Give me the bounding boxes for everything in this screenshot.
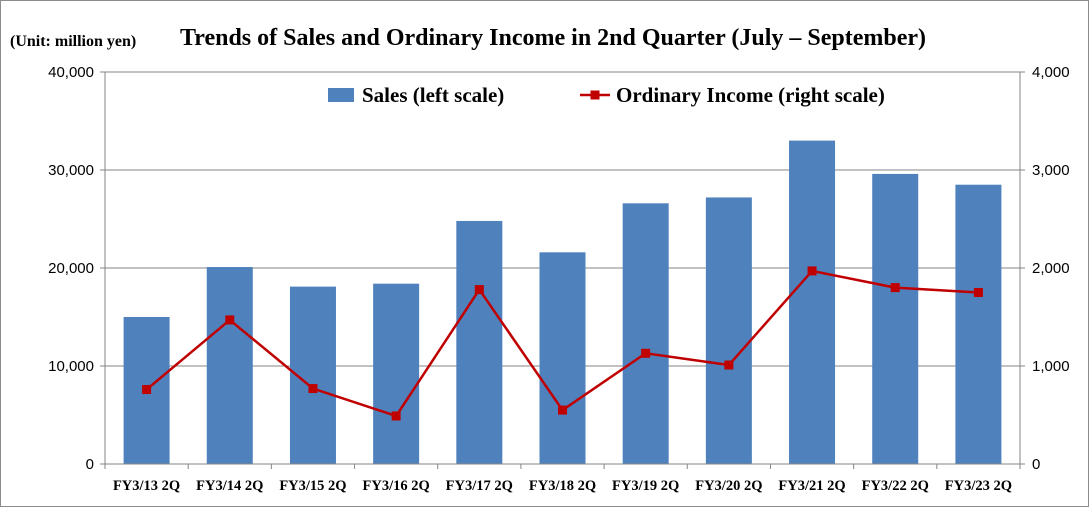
right-tick-label: 2,000 <box>1032 260 1070 277</box>
x-tick-label: FY3/20 2Q <box>695 478 762 494</box>
sales-bar <box>705 197 752 464</box>
sales-bar <box>955 184 1002 464</box>
x-tick-label: FY3/14 2Q <box>196 478 263 494</box>
income-point <box>391 411 401 421</box>
legend-sales-swatch <box>328 88 354 102</box>
left-tick-label: 0 <box>86 456 94 473</box>
x-axis-ticks: FY3/13 2Q FY3/14 2Q FY3/15 2Q FY3/16 2Q FY3/… <box>113 478 1012 494</box>
income-point <box>641 348 651 358</box>
left-tick-label: 30,000 <box>48 162 94 179</box>
sales-bar <box>373 283 420 464</box>
income-point <box>973 288 983 297</box>
x-tick-label: FY3/16 2Q <box>363 478 430 494</box>
income-point <box>807 266 817 276</box>
income-line <box>142 266 983 421</box>
x-tick-label: FY3/17 2Q <box>446 478 513 494</box>
right-tick-label: 3,000 <box>1032 162 1070 179</box>
axes <box>100 71 1025 469</box>
left-axis-ticks: 0 10,000 20,000 30,000 40,000 <box>48 64 94 473</box>
unit-label: (Unit: million yen) <box>10 33 137 50</box>
right-axis-ticks: 0 1,000 2,000 3,000 4,000 <box>1032 64 1070 473</box>
income-point <box>890 283 900 293</box>
legend-sales-label: Sales (left scale) <box>362 83 504 107</box>
sales-bar <box>206 267 253 464</box>
sales-bar <box>539 252 586 464</box>
gridlines <box>105 71 1020 367</box>
income-point <box>225 315 235 325</box>
sales-bar <box>872 173 919 465</box>
income-point <box>308 384 318 394</box>
right-tick-label: 0 <box>1032 456 1040 473</box>
legend-income-label: Ordinary Income (right scale) <box>616 83 885 107</box>
x-tick-label: FY3/15 2Q <box>279 478 346 494</box>
left-tick-label: 20,000 <box>48 260 94 277</box>
x-tick-label: FY3/18 2Q <box>529 478 596 494</box>
right-tick-label: 4,000 <box>1032 64 1070 81</box>
legend: Sales (left scale) Ordinary Income (right… <box>328 83 885 107</box>
sales-bar <box>789 140 836 464</box>
income-point <box>558 405 567 415</box>
left-tick-label: 10,000 <box>48 358 94 375</box>
x-tick-label: FY3/23 2Q <box>945 478 1012 494</box>
x-tick-label: FY3/19 2Q <box>612 478 679 494</box>
income-point <box>724 360 734 370</box>
sales-bars <box>123 140 1002 465</box>
sales-bar <box>456 220 503 464</box>
income-point <box>142 385 152 395</box>
right-tick-label: 1,000 <box>1032 358 1070 375</box>
income-point <box>474 285 484 295</box>
x-tick-label: FY3/21 2Q <box>778 478 845 494</box>
sales-bar <box>622 203 669 464</box>
left-tick-label: 40,000 <box>48 64 94 81</box>
x-tick-label: FY3/22 2Q <box>862 478 929 494</box>
x-tick-label: FY3/13 2Q <box>113 478 180 494</box>
chart-title: Trends of Sales and Ordinary Income in 2… <box>180 25 927 51</box>
legend-income-marker <box>590 90 600 100</box>
